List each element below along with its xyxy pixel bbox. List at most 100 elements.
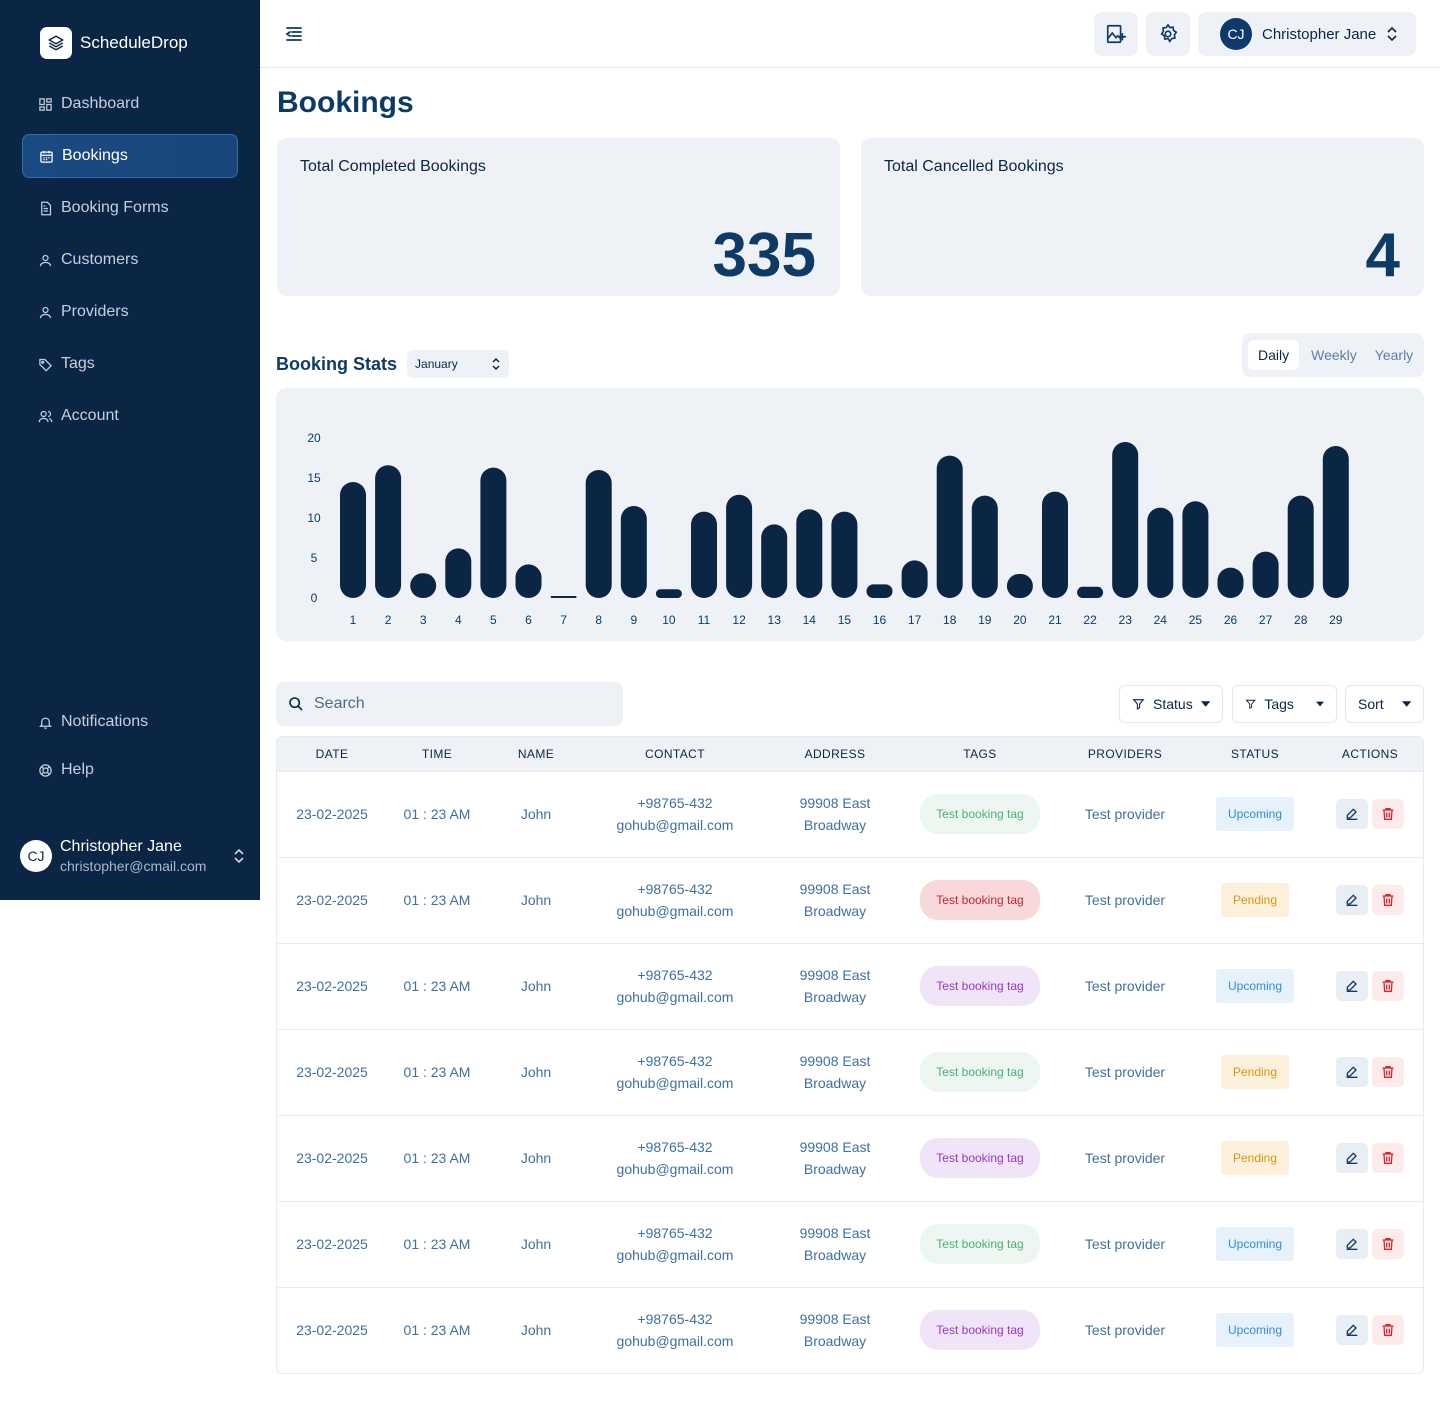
sidebar-item-customers[interactable]: Customers bbox=[22, 238, 238, 282]
chart-bar[interactable] bbox=[585, 470, 612, 598]
chart-bar[interactable] bbox=[971, 495, 998, 598]
column-header-date[interactable]: DATE bbox=[315, 746, 349, 761]
chart-bar[interactable] bbox=[1077, 586, 1104, 598]
chart-bar[interactable] bbox=[620, 506, 647, 598]
chart-bar[interactable] bbox=[831, 511, 858, 598]
delete-button[interactable] bbox=[1372, 885, 1404, 915]
x-tick-label: 18 bbox=[943, 613, 957, 627]
delete-button[interactable] bbox=[1372, 1229, 1404, 1259]
contact-email: gohub@gmail.com bbox=[616, 1075, 734, 1091]
edit-button[interactable] bbox=[1336, 1057, 1368, 1087]
column-header-tags[interactable]: TAGS bbox=[963, 746, 997, 761]
column-header-status[interactable]: STATUS bbox=[1231, 746, 1279, 761]
status-filter-label: Status bbox=[1153, 696, 1193, 712]
table-row[interactable]: 23-02-2025 01 : 23 AM John +98765-432 gohub@… bbox=[277, 1029, 1423, 1115]
column-header-contact[interactable]: CONTACT bbox=[645, 746, 705, 761]
topbar: CJ Christopher Jane bbox=[260, 0, 1440, 68]
chart-bar[interactable] bbox=[375, 465, 402, 598]
column-header-name[interactable]: NAME bbox=[517, 746, 555, 761]
chart-bar[interactable] bbox=[1322, 446, 1349, 598]
contact-phone: +98765-432 bbox=[637, 1053, 713, 1069]
delete-button[interactable] bbox=[1372, 1315, 1404, 1346]
add-image-button[interactable] bbox=[1094, 12, 1138, 56]
chart-bar[interactable] bbox=[761, 524, 788, 598]
chart-bar[interactable] bbox=[480, 467, 507, 598]
table-row[interactable]: 23-02-2025 01 : 23 AM John +98765-432 gohub@… bbox=[277, 1115, 1423, 1201]
table-row[interactable]: 23-02-2025 01 : 23 AM John +98765-432 gohub@… bbox=[277, 771, 1423, 857]
chart-bar[interactable] bbox=[1252, 551, 1279, 598]
sidebar-item-booking-forms[interactable]: Booking Forms bbox=[22, 186, 238, 230]
tags-filter-button[interactable]: Tags bbox=[1232, 685, 1337, 723]
chart-bar[interactable] bbox=[936, 455, 963, 598]
chart-bar[interactable] bbox=[796, 509, 823, 598]
booking-stats-header: Booking Stats January bbox=[276, 350, 510, 378]
edit-button[interactable] bbox=[1336, 1143, 1368, 1173]
address-line-1: 99908 East bbox=[799, 967, 871, 983]
chart-bar[interactable] bbox=[1217, 567, 1244, 598]
chart-bar[interactable] bbox=[726, 494, 753, 598]
tab-daily[interactable]: Daily bbox=[1248, 340, 1300, 370]
chart-bar[interactable] bbox=[691, 511, 717, 598]
column-header-time[interactable]: TIME bbox=[421, 746, 453, 761]
column-header-providers[interactable]: PROVIDERS bbox=[1087, 746, 1163, 761]
address-line-1: 99908 East bbox=[799, 1139, 871, 1155]
sidebar-item-notifications[interactable]: Notifications bbox=[22, 700, 238, 744]
delete-button[interactable] bbox=[1372, 971, 1404, 1001]
chart-bar[interactable] bbox=[1042, 491, 1068, 598]
column-header-address[interactable]: ADDRESS bbox=[804, 746, 866, 761]
user-menu[interactable]: CJ Christopher Jane bbox=[1198, 12, 1416, 56]
table-row[interactable]: 23-02-2025 01 : 23 AM John +98765-432 gohub@… bbox=[277, 857, 1423, 943]
tab-yearly[interactable]: Yearly bbox=[1374, 347, 1414, 363]
delete-button[interactable] bbox=[1372, 1057, 1404, 1087]
sidebar-item-help[interactable]: Help bbox=[22, 748, 238, 792]
status-badge: Pending bbox=[1220, 1141, 1290, 1175]
cell-provider: Test provider bbox=[1084, 1150, 1166, 1166]
menu-collapse-icon[interactable] bbox=[284, 24, 304, 44]
delete-button[interactable] bbox=[1372, 799, 1404, 829]
search-input[interactable] bbox=[314, 695, 594, 713]
month-select[interactable]: January bbox=[407, 350, 510, 378]
tag-chip: Test booking tag bbox=[920, 966, 1040, 1006]
chart-bar[interactable] bbox=[1182, 501, 1209, 598]
sidebar-profile[interactable]: CJ Christopher Jane christopher@cmail.co… bbox=[20, 838, 246, 874]
chart-bar[interactable] bbox=[1287, 495, 1314, 598]
chart-bar[interactable] bbox=[1147, 507, 1174, 598]
delete-button[interactable] bbox=[1372, 1143, 1404, 1173]
edit-button[interactable] bbox=[1336, 971, 1368, 1001]
table-row[interactable]: 23-02-2025 01 : 23 AM John +98765-432 gohub@… bbox=[277, 1201, 1423, 1287]
sidebar-item-bookings[interactable]: Bookings bbox=[22, 134, 238, 178]
chart-bar[interactable] bbox=[901, 560, 928, 598]
settings-button[interactable] bbox=[1146, 12, 1190, 56]
edit-button[interactable] bbox=[1336, 885, 1368, 915]
address-line-1: 99908 East bbox=[799, 1311, 871, 1328]
cell-name: John bbox=[520, 1322, 552, 1339]
brand[interactable]: ScheduleDrop bbox=[40, 27, 188, 59]
sidebar-item-providers[interactable]: Providers bbox=[22, 290, 238, 334]
chart-bar[interactable] bbox=[655, 589, 682, 598]
sort-button[interactable]: Sort bbox=[1345, 685, 1424, 723]
sidebar-item-dashboard[interactable]: Dashboard bbox=[22, 82, 238, 126]
edit-button[interactable] bbox=[1336, 1315, 1368, 1346]
chart-bar[interactable] bbox=[550, 596, 577, 598]
sidebar-item-label: Account bbox=[61, 407, 119, 424]
cell-tags: Test booking tag bbox=[905, 1287, 1055, 1373]
edit-button[interactable] bbox=[1336, 799, 1368, 829]
chart-bar[interactable] bbox=[515, 564, 542, 598]
chart-bar[interactable] bbox=[866, 584, 893, 598]
edit-button[interactable] bbox=[1336, 1229, 1368, 1259]
chart-bar[interactable] bbox=[410, 573, 437, 598]
sidebar-item-tags[interactable]: Tags bbox=[22, 342, 238, 386]
stat-label: Total Completed Bookings bbox=[300, 158, 486, 175]
x-tick-label: 6 bbox=[525, 613, 532, 627]
table-row[interactable]: 23-02-2025 01 : 23 AM John +98765-432 gohub@… bbox=[277, 943, 1423, 1029]
table-row[interactable]: 23-02-2025 01 : 23 AM John +98765-432 gohub@… bbox=[277, 1287, 1423, 1373]
chart-bar[interactable] bbox=[445, 548, 472, 598]
cell-date: 23-02-2025 bbox=[296, 1064, 368, 1080]
user-menu-name: Christopher Jane bbox=[1262, 25, 1377, 43]
chart-bar[interactable] bbox=[1006, 574, 1033, 598]
sidebar-item-account[interactable]: Account bbox=[22, 394, 238, 438]
status-filter-button[interactable]: Status bbox=[1119, 685, 1223, 723]
chart-bar[interactable] bbox=[340, 482, 366, 598]
chart-bar[interactable] bbox=[1112, 442, 1139, 598]
tab-weekly[interactable]: Weekly bbox=[1311, 347, 1357, 363]
